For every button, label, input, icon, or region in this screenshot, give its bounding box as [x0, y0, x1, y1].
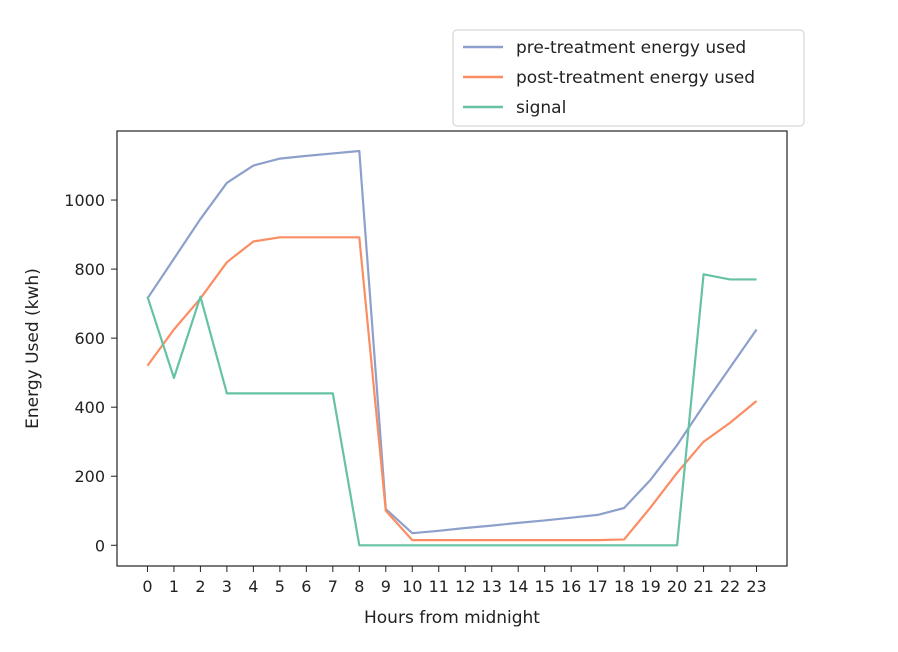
x-tick-label: 15 — [535, 577, 555, 596]
y-tick-label: 1000 — [64, 191, 105, 210]
x-tick-label: 18 — [614, 577, 634, 596]
x-tick-label: 13 — [482, 577, 502, 596]
x-tick-label: 19 — [640, 577, 660, 596]
y-tick-label: 600 — [74, 329, 105, 348]
x-tick-label: 10 — [402, 577, 422, 596]
y-tick-label: 200 — [74, 467, 105, 486]
y-tick-label: 800 — [74, 260, 105, 279]
x-tick-label: 1 — [169, 577, 179, 596]
x-tick-label: 16 — [561, 577, 581, 596]
legend-label-2: signal — [516, 98, 566, 118]
x-tick-label: 20 — [667, 577, 687, 596]
series-line-1 — [146, 236, 758, 542]
legend: pre-treatment energy used post-treatment … — [452, 29, 805, 127]
x-tick-label: 21 — [693, 577, 713, 596]
x-axis-label: Hours from midnight — [364, 608, 540, 628]
ticks-layer: 0 1 2 3 4 5 6 7 8 9 10 11 12 13 14 15 16 17 18 19 20 21 22 2302… — [64, 191, 766, 596]
x-tick-label: 23 — [746, 577, 766, 596]
x-tick-label: 8 — [354, 577, 364, 596]
x-tick-label: 9 — [381, 577, 391, 596]
series-line-0 — [146, 149, 758, 535]
x-tick-label: 17 — [587, 577, 607, 596]
x-tick-label: 14 — [508, 577, 528, 596]
x-tick-label: 4 — [248, 577, 258, 596]
y-tick-label: 400 — [74, 398, 105, 417]
x-tick-label: 3 — [222, 577, 232, 596]
legend-box — [452, 29, 805, 127]
x-tick-label: 0 — [142, 577, 152, 596]
y-axis-label: Energy Used (kwh) — [23, 268, 43, 429]
plot-frame — [116, 130, 788, 567]
x-tick-label: 12 — [455, 577, 475, 596]
x-tick-label: 22 — [720, 577, 740, 596]
x-tick-label: 7 — [328, 577, 338, 596]
series-line-2 — [146, 273, 757, 547]
legend-label-1: post-treatment energy used — [516, 68, 755, 88]
x-tick-label: 5 — [275, 577, 285, 596]
y-tick-label: 0 — [95, 536, 105, 555]
series-layer — [146, 149, 758, 547]
x-tick-label: 6 — [301, 577, 311, 596]
legend-label-0: pre-treatment energy used — [516, 38, 746, 58]
x-tick-label: 11 — [429, 577, 449, 596]
x-tick-label: 2 — [195, 577, 205, 596]
